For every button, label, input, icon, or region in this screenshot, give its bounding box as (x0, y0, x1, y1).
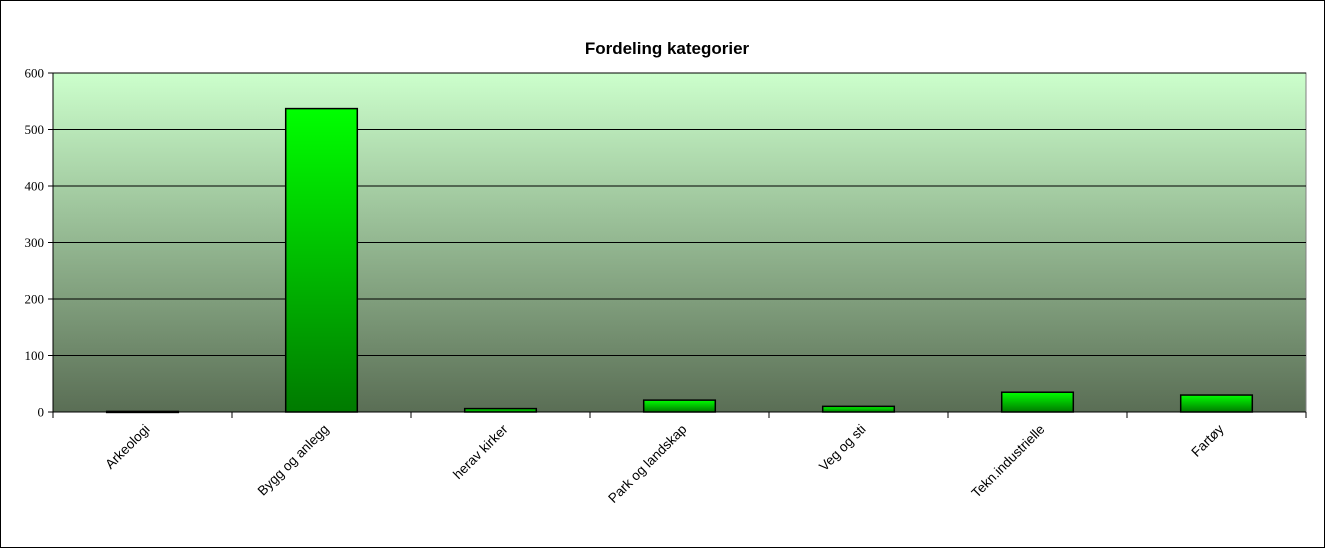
x-axis-labels: Arkeologi Bygg og anlegg herav kirker Park … (102, 421, 1227, 506)
x-tick-label: Arkeologi (102, 422, 152, 472)
gridlines (53, 72, 1306, 356)
y-tick-label: 300 (25, 235, 45, 250)
bars (105, 107, 1254, 414)
bar (821, 405, 896, 413)
chart-title: Fordeling kategorier (585, 39, 750, 58)
x-tick-label: Park og landskap (605, 422, 689, 506)
bar (1179, 394, 1254, 413)
x-tick-label: Bygg og anlegg (255, 422, 332, 499)
bar (1000, 391, 1075, 413)
x-tick-label: herav kirker (450, 421, 511, 482)
y-tick-label: 0 (38, 405, 45, 420)
y-axis-ticks: 0 100 200 300 400 500 600 (25, 66, 53, 420)
x-tick-label: Fartøy (1188, 421, 1226, 459)
y-tick-label: 100 (25, 348, 45, 363)
y-tick-label: 200 (25, 292, 45, 307)
y-tick-label: 600 (25, 66, 45, 81)
bar (642, 399, 717, 413)
y-tick-label: 400 (25, 179, 45, 194)
bar (463, 407, 538, 413)
x-tick-label: Veg og sti (816, 422, 869, 475)
y-tick-label: 500 (25, 122, 45, 137)
x-tick-label: Tekn.industrielle (969, 422, 1048, 501)
bar (284, 107, 359, 413)
